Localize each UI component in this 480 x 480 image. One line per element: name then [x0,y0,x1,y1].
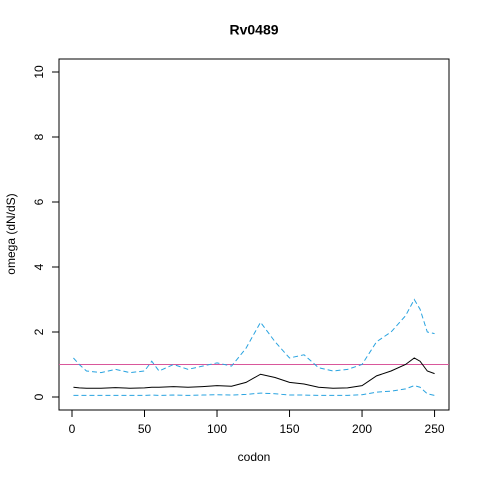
y-tick-label: 6 [32,198,46,205]
plot-frame [58,58,450,411]
x-tick-label: 150 [280,422,300,436]
series-line [73,385,435,396]
x-tick-label: 250 [425,422,445,436]
y-tick-label: 8 [32,133,46,140]
series-line [73,298,435,374]
x-tick-label: 50 [138,422,152,436]
x-tick-label: 200 [352,422,372,436]
y-axis-label: omega (dN/dS) [4,193,18,274]
series-line [73,357,435,389]
y-tick-label: 4 [32,263,46,270]
x-tick-label: 100 [207,422,227,436]
y-tick-label: 10 [32,65,46,79]
chart-title: Rv0489 [229,22,278,38]
x-axis-label: codon [238,450,271,464]
x-tick-label: 0 [69,422,76,436]
y-tick-label: 2 [32,328,46,335]
y-tick-label: 0 [32,393,46,400]
